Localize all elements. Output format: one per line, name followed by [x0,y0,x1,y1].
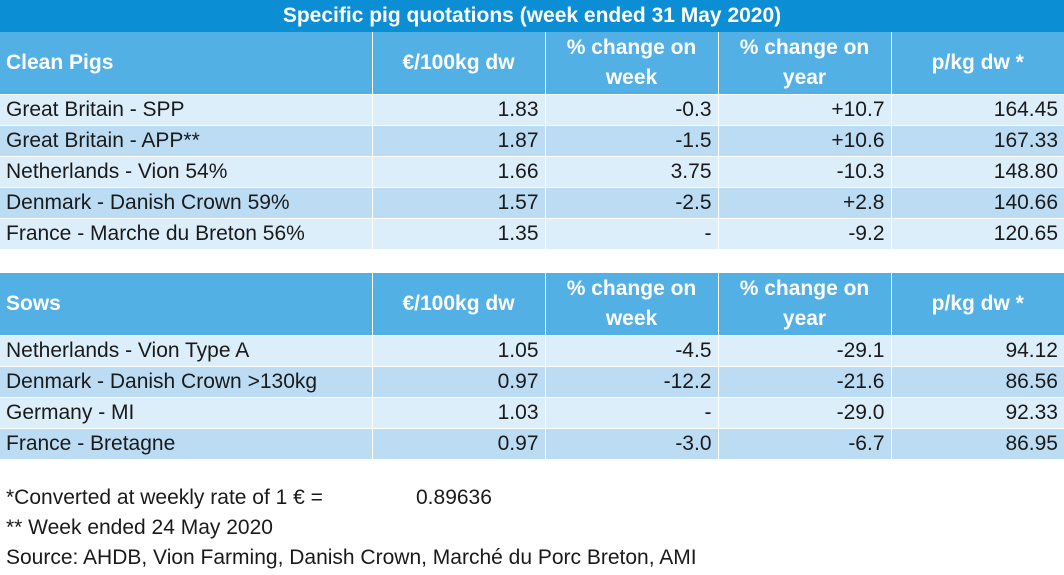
page-title: Specific pig quotations (week ended 31 M… [0,0,1064,32]
table-row: France - Marche du Breton 56% 1.35- -9.2 12… [0,217,1064,249]
row-label: Denmark - Danish Crown 59% [0,186,373,218]
eur-value: 1.57 [372,186,546,218]
row-label: France - Bretagne [0,427,373,459]
eur-value: 1.66 [372,155,546,187]
week-change: -0.3 [545,93,719,125]
table-row: France - Bretagne 0.97 -3.0 -6.7 86.95 [0,427,1064,459]
row-label: Denmark - Danish Crown >130kg [0,365,373,397]
row-label: Great Britain - SPP [0,93,373,125]
year-change: -10.3 [718,155,892,187]
eur-value: 0.97 [372,365,546,397]
section-label-sows: Sows [0,273,373,335]
source-note: Source: AHDB, Vion Farming, Danish Crown… [6,546,697,569]
footnotes: *Converted at weekly rate of 1 € = 0.896… [6,483,697,573]
week-change: 3.75 [545,155,719,187]
row-label: Great Britain - APP** [0,124,373,156]
week-change: - [545,396,719,428]
table-row: Netherlands - Vion 54% 1.66 3.75 -10.3 148.8… [0,155,1064,187]
conversion-rate: 0.89636 [416,486,492,509]
eur-value: 1.03 [372,396,546,428]
eur-value: 1.87 [372,124,546,156]
p-per-kg-value: 86.95 [891,427,1064,459]
year-change: -29.1 [718,334,892,366]
conversion-label: *Converted at weekly rate of 1 € = [6,486,323,509]
week-change: -1.5 [545,124,719,156]
year-change: -29.0 [718,396,892,428]
table-row: Netherlands - Vion Type A 1.05 -4.5 -29.1 94… [0,334,1064,366]
year-change: +10.6 [718,124,892,156]
header-eur-per-100kg: €/100kg dw [372,32,546,94]
table-header-row: Clean Pigs €/100kg dw % change on week %… [0,32,1064,94]
year-change: +10.7 [718,93,892,125]
header-p-per-kg: p/kg dw * [891,32,1064,94]
header-change-on-week: % change on week [545,273,719,335]
p-per-kg-value: 167.33 [891,124,1064,156]
week-change: - [545,217,719,249]
eur-value: 1.83 [372,93,546,125]
eur-value: 1.35 [372,217,546,249]
year-change: +2.8 [718,186,892,218]
p-per-kg-value: 120.65 [891,217,1064,249]
section-label-clean-pigs: Clean Pigs [0,32,373,94]
week-change: -12.2 [545,365,719,397]
eur-value: 1.05 [372,334,546,366]
table-row: Germany - MI 1.03- -29.0 92.33 [0,396,1064,428]
row-label: Netherlands - Vion Type A [0,334,373,366]
table-row: Great Britain - APP** 1.87 -1.5 +10.6 167.33 [0,124,1064,156]
conversion-note: *Converted at weekly rate of 1 € = 0.896… [6,483,697,513]
year-change: -21.6 [718,365,892,397]
p-per-kg-value: 86.56 [891,365,1064,397]
header-change-on-year: % change on year [718,32,892,94]
table-header-row: Sows €/100kg dw % change on week % chang… [0,273,1064,335]
header-change-on-week: % change on week [545,32,719,94]
p-per-kg-value: 140.66 [891,186,1064,218]
clean-pigs-table: Clean Pigs €/100kg dw % change on week %… [0,32,1064,249]
table-row: Great Britain - SPP 1.83 -0.3 +10.7 164.45 [0,93,1064,125]
p-per-kg-value: 94.12 [891,334,1064,366]
header-p-per-kg: p/kg dw * [891,273,1064,335]
week-note: ** Week ended 24 May 2020 [6,516,273,539]
header-eur-per-100kg: €/100kg dw [372,273,546,335]
table-row: Denmark - Danish Crown >130kg 0.97 -12.2 -2… [0,365,1064,397]
week-change: -2.5 [545,186,719,218]
p-per-kg-value: 164.45 [891,93,1064,125]
year-change: -9.2 [718,217,892,249]
week-change: -3.0 [545,427,719,459]
sows-table: Sows €/100kg dw % change on week % chang… [0,273,1064,459]
row-label: Netherlands - Vion 54% [0,155,373,187]
week-change: -4.5 [545,334,719,366]
row-label: France - Marche du Breton 56% [0,217,373,249]
eur-value: 0.97 [372,427,546,459]
p-per-kg-value: 148.80 [891,155,1064,187]
p-per-kg-value: 92.33 [891,396,1064,428]
table-row: Denmark - Danish Crown 59% 1.57 -2.5 +2.8 14… [0,186,1064,218]
row-label: Germany - MI [0,396,373,428]
header-change-on-year: % change on year [718,273,892,335]
year-change: -6.7 [718,427,892,459]
